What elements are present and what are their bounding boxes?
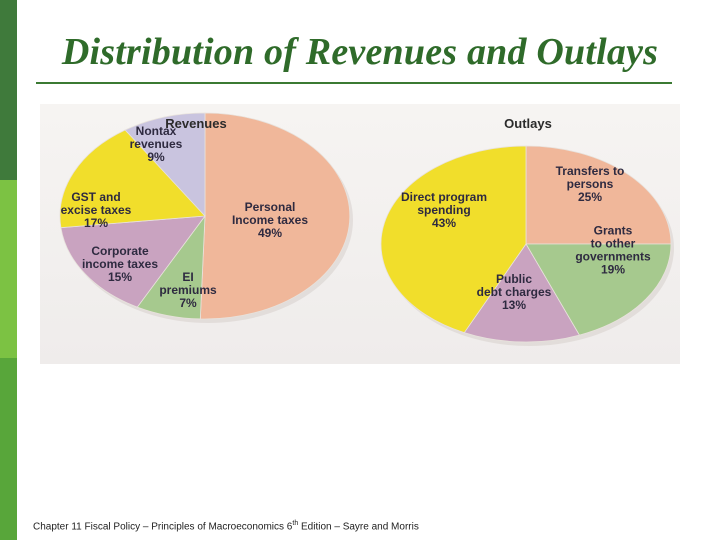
title-divider (36, 82, 672, 84)
footer-superscript: th (292, 520, 299, 527)
pie-slice-public-debt-charges (463, 243, 580, 343)
slice-value: 17% (84, 216, 108, 230)
slice-name-line: Nontax (136, 124, 177, 138)
sidebar-accent-top (0, 0, 17, 180)
slice-value: 7% (179, 296, 197, 310)
slice-name-line: governments (575, 250, 651, 264)
slice-label-gst-excise-taxes: GST and excise taxes 17% (61, 190, 132, 230)
slice-value: 13% (502, 298, 526, 312)
charts-figure: Revenues Personal Income taxes 49% EI premium… (40, 104, 680, 364)
slice-name-line: Direct program (401, 190, 487, 204)
slice-label-personal-income-taxes: Personal Income taxes 49% (232, 200, 308, 240)
pie-charts: Revenues Personal Income taxes 49% EI premium… (59, 112, 674, 346)
slice-label-ei-premiums: EI premiums 7% (159, 270, 217, 310)
sidebar-accent-bottom (0, 358, 17, 540)
pie-slice-personal-income-taxes (199, 112, 351, 320)
pie-title-outlays: Outlays (504, 116, 552, 131)
slice-name-line: Corporate (91, 244, 149, 258)
slice-label-corporate-income-taxes: Corporate income taxes 15% (82, 244, 158, 284)
footer-text-end: Edition – Sayre and Morris (298, 521, 419, 533)
sidebar-accent-middle (0, 180, 17, 358)
slice-name-line: premiums (159, 283, 217, 297)
slice-name-line: Transfers to (556, 164, 625, 178)
slice-label-nontax-revenues: Nontax revenues 9% (130, 124, 183, 164)
slice-value: 15% (108, 270, 132, 284)
slice-value: 49% (258, 226, 282, 240)
pie-title-revenues: Revenues (165, 116, 226, 131)
pie-chart-revenues: Revenues Personal Income taxes 49% EI premium… (59, 112, 353, 323)
pie-slice-gst-excise-taxes (59, 129, 206, 229)
pie-slice-grants-to-other-governments (525, 243, 672, 336)
pie-slice-direct-program-spending (380, 145, 527, 334)
slice-label-transfers-to-persons: Transfers to persons 25% (556, 164, 625, 204)
slide-footer: Chapter 11 Fiscal Policy – Principles of… (33, 520, 419, 532)
slice-label-grants-to-other-governments: Grants to other governments 19% (575, 224, 651, 277)
slice-name-line: Personal (245, 200, 296, 214)
pie-slice-nontax-revenues (124, 112, 206, 218)
slice-name-line: spending (417, 203, 470, 217)
slice-name-line: revenues (130, 137, 183, 151)
slice-label-direct-program-spending: Direct program spending 43% (401, 190, 487, 230)
slide-title: Distribution of Revenues and Outlays (61, 31, 659, 73)
slice-value: 43% (432, 216, 456, 230)
slice-value: 9% (147, 150, 165, 164)
pie-chart-outlays: Outlays Transfers to persons 25% Grants to ot… (380, 116, 674, 346)
slice-name-line: debt charges (477, 285, 552, 299)
slice-name-line: excise taxes (61, 203, 132, 217)
slice-name-line: Grants (594, 224, 633, 238)
pie-slice-corporate-income-taxes (60, 215, 206, 308)
footer-text: Chapter 11 Fiscal Policy – Principles of… (33, 521, 293, 533)
slice-name-line: Public (496, 272, 532, 286)
slice-name-line: Income taxes (232, 213, 308, 227)
pie-slice-transfers-to-persons (525, 145, 672, 245)
slice-label-public-debt-charges: Public debt charges 13% (477, 272, 552, 312)
slice-value: 25% (578, 190, 602, 204)
slice-name-line: income taxes (82, 257, 158, 271)
slice-name-line: persons (567, 177, 614, 191)
slice-name-line: EI (182, 270, 193, 284)
slice-name-line: GST and (71, 190, 120, 204)
slice-name-line: to other (591, 237, 636, 251)
slice-value: 19% (601, 263, 625, 277)
